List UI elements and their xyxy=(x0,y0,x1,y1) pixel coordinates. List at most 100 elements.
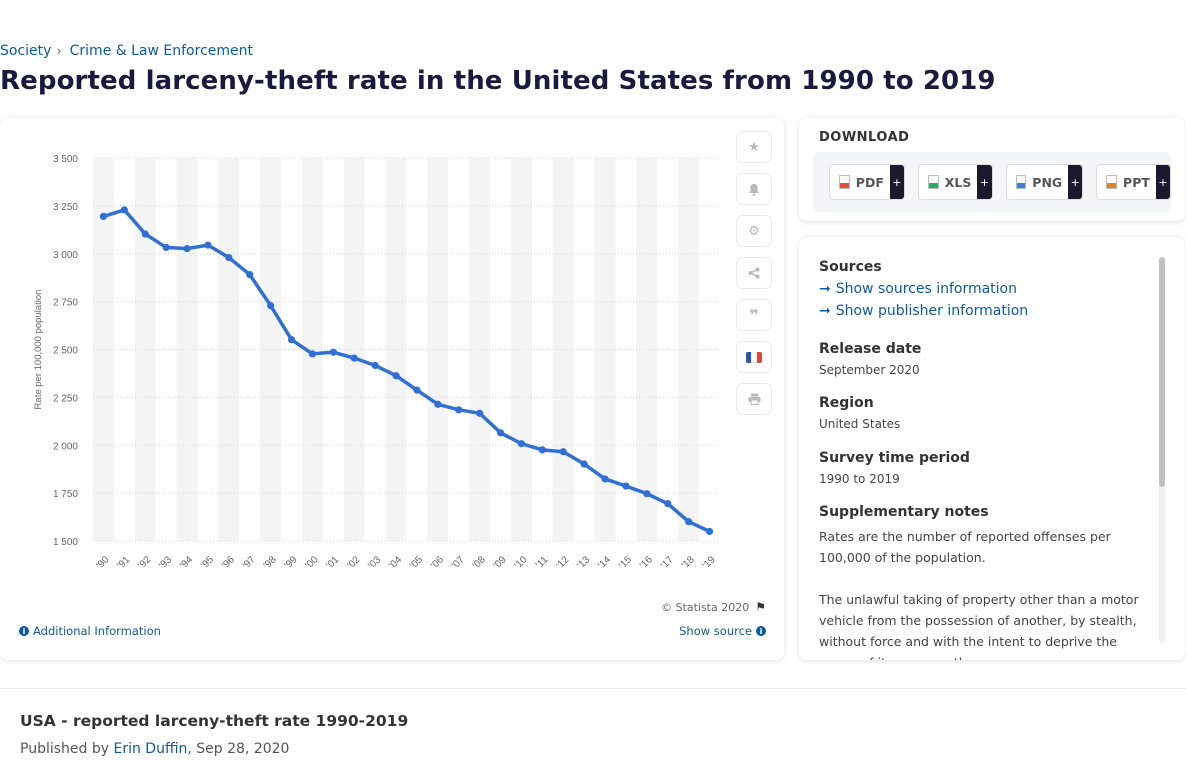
notes-paragraph-2: The unlawful taking of property other th… xyxy=(819,592,1139,660)
data-point xyxy=(685,518,693,526)
x-tick-label: '99 xyxy=(283,554,300,571)
release-date-title: Release date xyxy=(819,341,922,357)
data-point xyxy=(225,253,233,262)
print-icon[interactable] xyxy=(737,384,771,414)
supplementary-notes-title: Supplementary notes xyxy=(819,504,989,521)
data-point xyxy=(664,500,672,508)
x-tick-label: '92 xyxy=(136,554,153,571)
copyright-text: © Statista 2020 xyxy=(661,600,750,614)
png-file-icon xyxy=(1015,175,1027,189)
download-ppt-label: PPT xyxy=(1123,174,1150,190)
x-tick-label: '93 xyxy=(157,554,174,571)
ppt-file-icon xyxy=(1106,175,1118,189)
additional-information-link[interactable]: i Additional Information xyxy=(19,624,161,638)
statistic-info-card: Sources ➞ Show sources information ➞ Sho… xyxy=(799,237,1185,660)
y-tick-label: 2 500 xyxy=(53,346,78,357)
survey-period-value: 1990 to 2019 xyxy=(819,471,900,486)
data-point xyxy=(287,336,296,344)
data-point xyxy=(622,482,630,490)
column-band xyxy=(594,158,616,541)
additional-information-label: Additional Information xyxy=(33,624,161,638)
region-title: Region xyxy=(819,395,874,412)
x-tick-label: '10 xyxy=(513,554,530,571)
breadcrumb-crime-link[interactable]: Crime & Law Enforcement xyxy=(69,43,253,59)
gear-icon[interactable]: ⚙ xyxy=(737,216,771,246)
publication-info: USA - reported larceny-theft rate 1990-2… xyxy=(0,688,1186,760)
y-tick-label: 1 750 xyxy=(53,489,78,500)
page-title: Reported larceny-theft rate in the Unite… xyxy=(0,66,996,96)
download-png-button[interactable]: PNG + xyxy=(1005,164,1084,200)
chart-card: 1 500 1 750 2 000 2 250 2 500 2 750 3 000 3 250… xyxy=(0,118,784,660)
french-flag-icon[interactable] xyxy=(737,342,771,372)
x-tick-label: '00 xyxy=(304,554,321,571)
release-date-value: September 2020 xyxy=(819,363,920,377)
x-tick-label: '06 xyxy=(429,554,446,571)
data-point xyxy=(413,386,421,394)
download-pdf-label: PDF xyxy=(855,174,884,190)
plus-icon: + xyxy=(1155,165,1170,199)
download-pdf-button[interactable]: PDF + xyxy=(829,164,905,200)
data-point xyxy=(141,230,149,238)
x-tick-label: '11 xyxy=(534,554,551,571)
y-tick-label: 2 000 xyxy=(53,441,78,452)
data-point xyxy=(455,406,463,414)
x-tick-label: '03 xyxy=(366,554,383,571)
show-sources-link[interactable]: ➞ Show sources information xyxy=(819,281,1149,297)
info-icon: i xyxy=(19,626,29,636)
x-tick-label: '97 xyxy=(241,554,258,571)
y-tick-label: 2 250 xyxy=(53,393,78,404)
author-link[interactable]: Erin Duffin xyxy=(113,741,188,757)
copyright-note: © Statista 2020 ⚑ xyxy=(661,600,766,614)
plus-icon: + xyxy=(889,165,904,199)
star-icon[interactable]: ★ xyxy=(737,132,771,162)
x-tick-label: '18 xyxy=(680,554,697,571)
data-point xyxy=(392,372,400,380)
scrollbar-thumb[interactable] xyxy=(1159,257,1165,487)
data-point xyxy=(434,400,442,408)
region-value: United States xyxy=(819,417,901,432)
notes-paragraph-1: Rates are the number of reported offense… xyxy=(819,529,1111,566)
download-xls-label: XLS xyxy=(944,174,972,190)
show-publisher-link[interactable]: ➞ Show publisher information xyxy=(819,303,1149,319)
chart-toolbar: ★ ⚙ ❞ xyxy=(737,132,771,426)
x-tick-label: '98 xyxy=(262,554,279,571)
quote-icon[interactable]: ❞ xyxy=(737,300,771,330)
data-point xyxy=(204,241,212,249)
x-tick-label: '16 xyxy=(638,554,655,571)
data-point xyxy=(267,302,275,310)
x-tick-label: '12 xyxy=(554,554,571,571)
breadcrumb-separator: › xyxy=(56,43,62,59)
bell-icon[interactable] xyxy=(737,174,771,204)
info-content: Sources ➞ Show sources information ➞ Sho… xyxy=(819,259,1149,660)
data-point xyxy=(517,440,526,448)
flag-report-icon[interactable]: ⚑ xyxy=(755,600,766,614)
x-tick-label: '08 xyxy=(471,554,488,571)
show-source-link[interactable]: Show source i xyxy=(679,624,766,638)
show-publisher-label: Show publisher information xyxy=(835,303,1029,319)
show-sources-label: Show sources information xyxy=(835,281,1017,297)
data-point xyxy=(350,354,358,362)
x-tick-label: '04 xyxy=(387,554,404,571)
download-title: DOWNLOAD xyxy=(819,130,910,145)
x-tick-label: '90 xyxy=(95,554,112,571)
x-tick-label: '91 xyxy=(115,554,132,571)
download-ppt-button[interactable]: PPT + xyxy=(1096,164,1171,200)
x-tick-label: '96 xyxy=(220,554,237,571)
arrow-right-icon: ➞ xyxy=(819,303,831,319)
x-tick-label: '94 xyxy=(178,554,195,571)
x-tick-label: '15 xyxy=(617,554,634,571)
y-tick-label: 1 500 xyxy=(53,537,78,548)
data-point xyxy=(183,244,191,253)
data-point xyxy=(308,350,317,358)
download-xls-button[interactable]: XLS + xyxy=(917,164,993,200)
column-band xyxy=(427,158,449,541)
pdf-file-icon xyxy=(839,175,850,189)
data-point xyxy=(476,409,484,417)
plus-icon: + xyxy=(977,165,992,199)
data-point xyxy=(99,212,108,221)
data-point xyxy=(496,429,505,437)
breadcrumb-society-link[interactable]: Society xyxy=(0,43,52,59)
share-icon[interactable] xyxy=(737,258,771,288)
survey-period-title: Survey time period xyxy=(819,449,970,466)
data-point xyxy=(559,448,567,456)
